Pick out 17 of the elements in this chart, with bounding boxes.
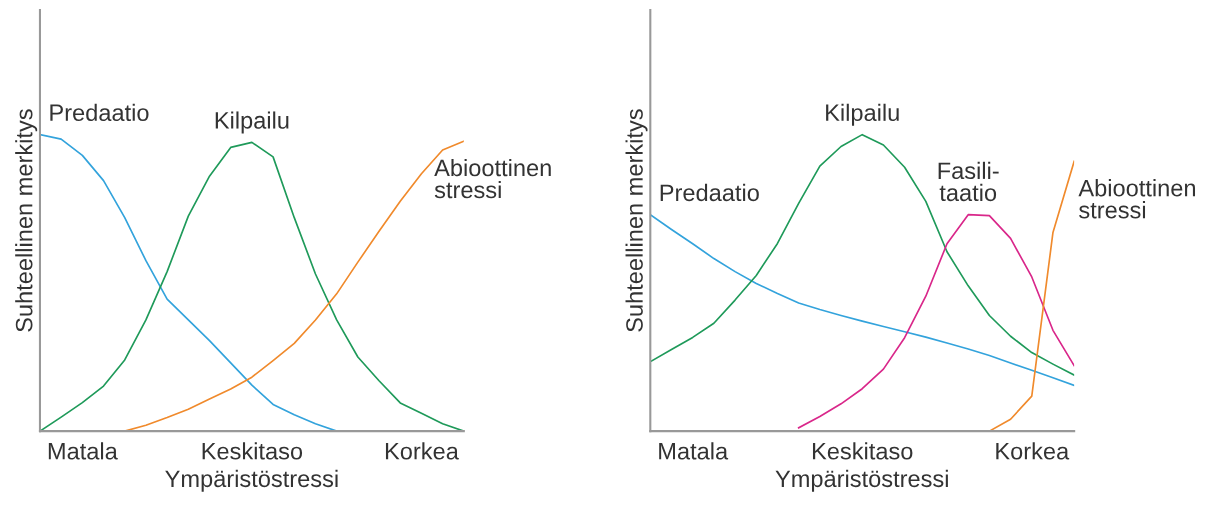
x-tick-label: Korkea	[385, 442, 459, 460]
y-axis-title: Suhteellinen merkitys	[625, 109, 648, 332]
series-label: Fasili- taatio	[938, 161, 999, 202]
x-tick-label: Korkea	[996, 442, 1070, 460]
y-axis-title: Suhteellinen merkitys	[15, 109, 38, 332]
series-label: Kilpailu	[826, 103, 899, 126]
series-label: Kilpailu	[215, 111, 289, 134]
x-axis-title: Ympäristöstressi	[165, 469, 338, 492]
series-label: Predaatio	[660, 183, 759, 202]
x-tick-label: Keskitaso	[202, 442, 303, 460]
x-axis-title: Ympäristöstressi	[775, 469, 948, 492]
series-label: Abioottinen stressi	[434, 158, 551, 199]
series-label: Abioottinen stressi	[1078, 179, 1196, 219]
x-tick-label: Matala	[48, 442, 118, 460]
x-tick-label: Keskitaso	[812, 442, 913, 460]
series-label: Predaatio	[50, 103, 149, 122]
x-tick-label: Matala	[659, 442, 729, 460]
